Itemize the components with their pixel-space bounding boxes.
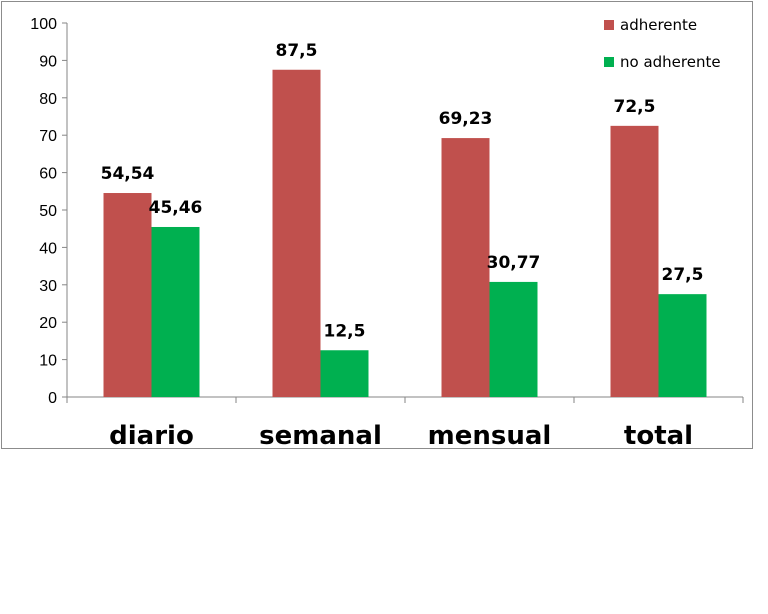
y-tick-label: 90 (39, 53, 57, 70)
legend-label: no adherente (620, 53, 721, 71)
bar-no-adherente-diario (151, 226, 200, 397)
data-label: 27,5 (662, 265, 704, 285)
axes: 0 10 20 30 40 50 60 70 80 90 100 diario semanal mensu… (30, 16, 744, 448)
data-label: 30,77 (487, 253, 541, 273)
bar-adherente-mensual (441, 138, 490, 397)
category-label: diario (109, 421, 194, 448)
y-tick-label: 100 (30, 16, 57, 33)
data-label: 54,54 (101, 164, 155, 184)
y-tick-label: 20 (39, 315, 57, 332)
bar-no-adherente-semanal (320, 350, 369, 397)
data-labels: 54,54 45,46 87,5 12,5 69,23 30,77 72,5 27,5 (101, 41, 704, 342)
legend-swatch (604, 57, 614, 67)
y-tick-label: 70 (39, 128, 57, 145)
y-tick-label: 0 (48, 390, 57, 407)
bar-adherente-diario (103, 193, 152, 397)
legend-label: adherente (620, 16, 697, 34)
bar-adherente-total (610, 125, 659, 397)
y-tick-label: 60 (39, 166, 57, 183)
category-label: semanal (259, 421, 382, 448)
bar-adherente-semanal (272, 69, 321, 397)
category-label: total (624, 421, 693, 448)
data-label: 12,5 (324, 321, 366, 341)
bar-no-adherente-total (658, 294, 707, 397)
y-tick-label: 10 (39, 353, 57, 370)
y-tick-label: 50 (39, 203, 57, 220)
y-tick-label: 80 (39, 91, 57, 108)
y-tick-label: 30 (39, 278, 57, 295)
bar-chart: 0 10 20 30 40 50 60 70 80 90 100 diario semanal mensu… (30, 16, 744, 448)
data-label: 45,46 (149, 198, 203, 218)
legend: adherente no adherente (604, 16, 721, 71)
data-label: 87,5 (276, 41, 318, 61)
y-tick-label: 40 (39, 240, 57, 257)
chart-frame: 0 10 20 30 40 50 60 70 80 90 100 diario semanal mensu… (1, 1, 753, 449)
bar-no-adherente-mensual (489, 281, 538, 397)
category-label: mensual (428, 421, 552, 448)
data-label: 69,23 (439, 109, 493, 129)
legend-swatch (604, 20, 614, 30)
data-label: 72,5 (614, 97, 656, 117)
bars (103, 69, 707, 397)
